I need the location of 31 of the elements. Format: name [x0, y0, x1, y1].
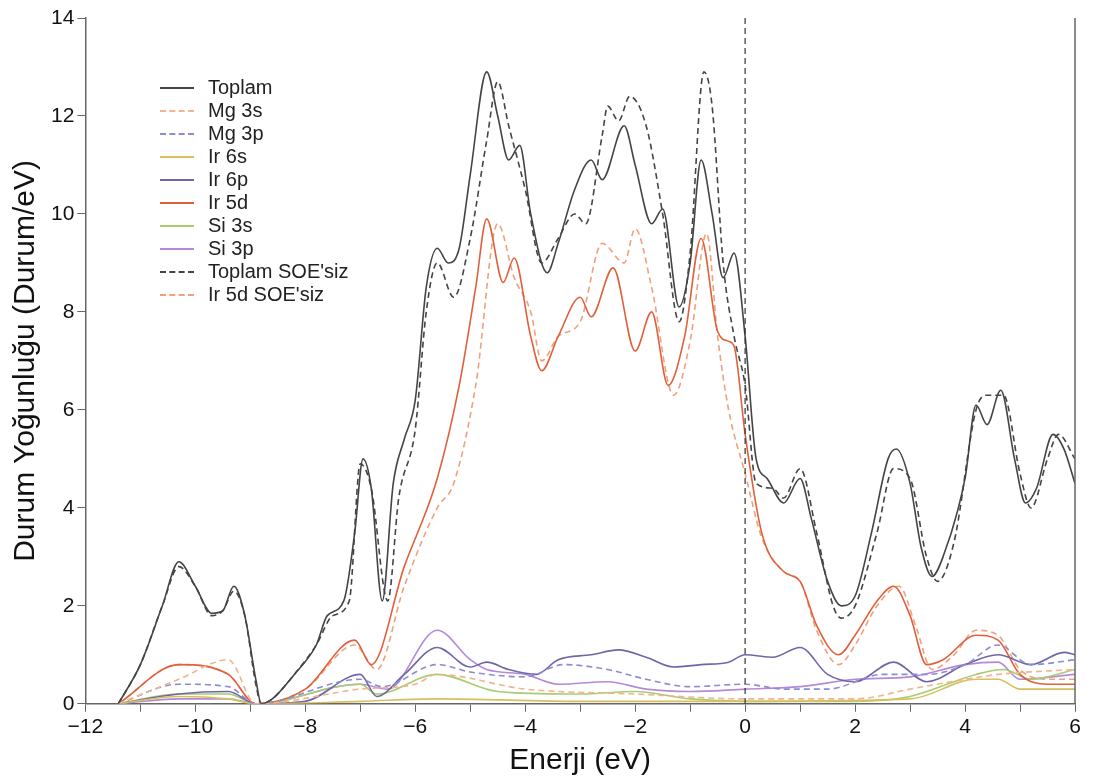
line-series: [117, 658, 1075, 704]
x-tick-label: −6: [403, 714, 428, 738]
x-tick-label: 2: [849, 714, 861, 738]
legend-label: Ir 6p: [208, 168, 249, 191]
legend-label: Ir 5d SOE'siz: [208, 283, 325, 306]
y-tick-label: 2: [62, 592, 75, 616]
y-tick-label: 4: [62, 494, 75, 518]
legend-label: Mg 3p: [208, 122, 264, 145]
y-tick-label: 10: [51, 200, 75, 224]
x-tick-label: −12: [67, 714, 104, 738]
x-tick-label: 6: [1069, 714, 1081, 738]
x-axis-title: Enerji (eV): [509, 742, 652, 776]
x-tick-label: −4: [513, 714, 538, 738]
x-tick-label: 0: [739, 714, 751, 738]
y-tick-label: 8: [62, 298, 75, 322]
y-tick-label: 6: [62, 396, 75, 420]
legend-label: Ir 5d: [208, 191, 249, 214]
x-tick-label: −8: [293, 714, 318, 738]
x-tick-label: 4: [959, 714, 972, 738]
x-tick-label: −10: [177, 714, 214, 738]
legend-label: Si 3s: [208, 214, 253, 237]
legend-label: Ir 6s: [208, 145, 247, 168]
legend-label: Mg 3s: [208, 99, 263, 122]
y-axis-title: Durum Yoğunluğu (Durum/eV): [7, 159, 41, 562]
x-tick-label: −2: [623, 714, 648, 738]
legend-label: Toplam SOE'siz: [208, 260, 349, 283]
legend-label: Si 3p: [208, 237, 254, 260]
y-tick-label: 0: [62, 690, 75, 714]
legend-label: Toplam: [208, 76, 273, 99]
y-tick-label: 14: [51, 4, 75, 28]
y-tick-label: 12: [51, 102, 75, 126]
